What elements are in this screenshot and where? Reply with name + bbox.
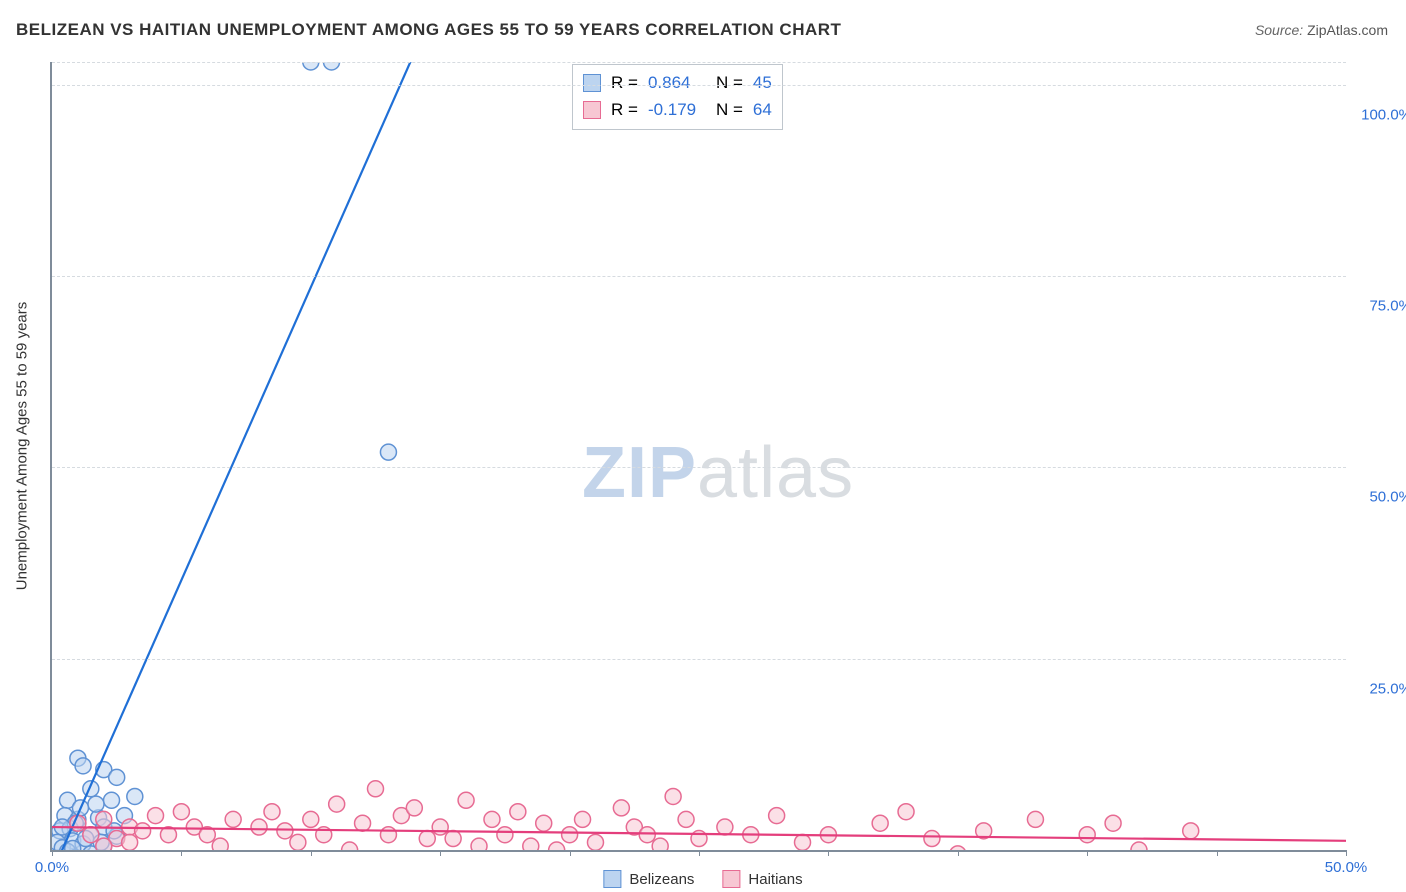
legend-label-belizeans: Belizeans: [629, 871, 694, 888]
x-tick-label: 0.0%: [35, 859, 69, 876]
r-value-1: 0.864: [648, 69, 706, 96]
plot-area: ZIPatlas R = 0.864 N = 45 R = -0.179 N =…: [50, 62, 1346, 852]
r-label-1: R =: [611, 69, 638, 96]
chart-container: BELIZEAN VS HAITIAN UNEMPLOYMENT AMONG A…: [0, 0, 1406, 892]
n-value-2: 64: [753, 96, 772, 123]
legend-label-haitians: Haitians: [748, 871, 802, 888]
x-tick-label: 50.0%: [1325, 859, 1368, 876]
y-tick-label: 25.0%: [1369, 680, 1406, 697]
legend-bottom: Belizeans Haitians: [603, 870, 802, 888]
r-label-2: R =: [611, 96, 638, 123]
n-label-1: N =: [716, 69, 743, 96]
r-value-2: -0.179: [648, 96, 706, 123]
corr-row-2: R = -0.179 N = 64: [583, 96, 772, 123]
source-attribution: Source: ZipAtlas.com: [1255, 22, 1388, 38]
y-tick-label: 75.0%: [1369, 298, 1406, 315]
correlation-legend: R = 0.864 N = 45 R = -0.179 N = 64: [572, 64, 783, 130]
corr-row-1: R = 0.864 N = 45: [583, 69, 772, 96]
swatch-haitians: [583, 101, 601, 119]
source-value: ZipAtlas.com: [1307, 22, 1388, 38]
y-tick-label: 100.0%: [1361, 106, 1406, 123]
source-label: Source:: [1255, 22, 1303, 38]
n-value-1: 45: [753, 69, 772, 96]
legend-swatch-belizeans: [603, 870, 621, 888]
n-label-2: N =: [716, 96, 743, 123]
swatch-belizeans: [583, 74, 601, 92]
legend-swatch-haitians: [722, 870, 740, 888]
chart-title: BELIZEAN VS HAITIAN UNEMPLOYMENT AMONG A…: [16, 20, 841, 40]
legend-item-haitians: Haitians: [722, 870, 802, 888]
y-axis-title: Unemployment Among Ages 55 to 59 years: [14, 302, 31, 591]
legend-item-belizeans: Belizeans: [603, 870, 694, 888]
chart-svg: [52, 62, 1346, 850]
y-tick-label: 50.0%: [1369, 489, 1406, 506]
